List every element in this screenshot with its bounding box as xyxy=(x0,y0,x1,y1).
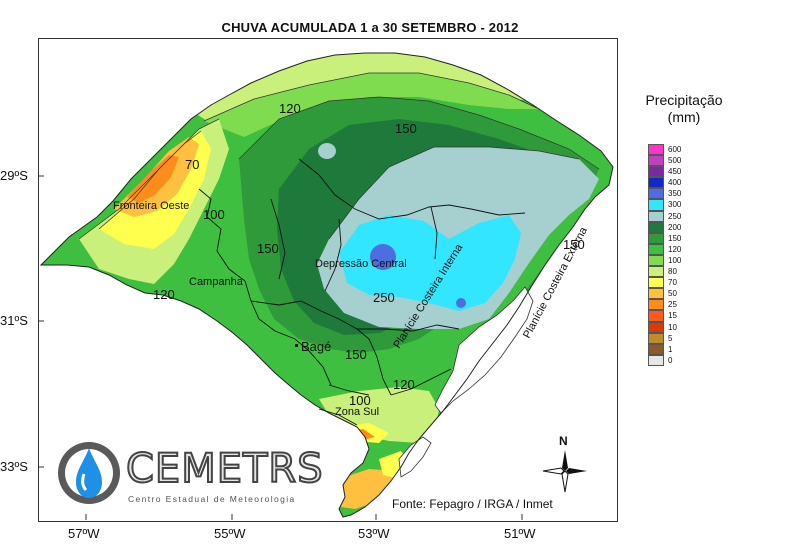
region-boundaries xyxy=(198,158,526,426)
region-label-zona-sul: Zona Sul xyxy=(335,406,379,418)
contour-label: 100 xyxy=(349,393,371,408)
legend-label: 80 xyxy=(668,267,677,277)
compass-icon xyxy=(542,450,587,493)
legend-swatch xyxy=(648,144,664,156)
north-label: N xyxy=(559,434,568,448)
region-label-fronteira-oeste: Fronteira Oeste xyxy=(113,200,189,212)
contour-label: 120 xyxy=(153,287,175,302)
legend-swatch xyxy=(648,210,664,222)
lon-label: 53ºW xyxy=(358,526,390,541)
cemetrs-logo: CEMETRS Centro Estadual de Meteorologia xyxy=(56,440,324,508)
data-source: Fonte: Fepagro / IRGA / Inmet xyxy=(392,497,553,511)
logo-subtitle: Centro Estadual de Meteorologia xyxy=(128,494,296,504)
legend-label: 50 xyxy=(668,289,677,299)
map-frame: 120 150 70 100 150 120 250 150 150 120 1… xyxy=(38,38,618,522)
legend-label: 25 xyxy=(668,300,677,310)
legend-swatch xyxy=(648,310,664,322)
legend-label: 150 xyxy=(668,233,682,243)
legend-swatch xyxy=(648,343,664,355)
legend-swatch xyxy=(648,188,664,200)
legend-swatch xyxy=(648,299,664,311)
legend-label: 350 xyxy=(668,189,682,199)
legend-label: 120 xyxy=(668,244,682,254)
legend-swatch xyxy=(648,288,664,300)
contour-label: 150 xyxy=(257,241,279,256)
legend-swatch xyxy=(648,199,664,211)
legend-label: 100 xyxy=(668,255,682,265)
legend-label: 400 xyxy=(668,178,682,188)
legend-label: 15 xyxy=(668,311,677,321)
contour-label: 150 xyxy=(563,237,585,252)
contour-label: 120 xyxy=(393,377,415,392)
legend-swatch xyxy=(648,155,664,167)
legend-swatch xyxy=(648,254,664,267)
logo-name: CEMETRS xyxy=(125,445,324,493)
region-label-campanha: Campanha xyxy=(189,276,244,288)
legend-swatch xyxy=(648,321,664,333)
lat-label: 29ºS xyxy=(0,168,28,183)
contour-label: 70 xyxy=(185,157,199,172)
legend-label: 70 xyxy=(668,278,677,288)
legend-title-line2: (mm) xyxy=(667,109,701,125)
precipitation-map: 120 150 70 100 150 120 250 150 150 120 1… xyxy=(39,52,614,518)
legend-label: 5 xyxy=(668,333,673,343)
contour-label: 150 xyxy=(345,347,367,362)
legend-label: 1 xyxy=(668,344,673,354)
legend-swatch xyxy=(648,277,664,289)
lat-label: 33ºS xyxy=(0,459,28,474)
lagoon-south xyxy=(398,436,432,478)
contour-label: 120 xyxy=(279,101,301,116)
lon-label: 51ºW xyxy=(504,526,536,541)
contour-label: 100 xyxy=(203,207,225,222)
legend-label: 300 xyxy=(668,200,682,210)
city-label-bage: Bagé xyxy=(301,339,331,354)
legend-swatch xyxy=(648,354,664,366)
legend-label: 600 xyxy=(668,145,682,154)
contour-label: 250 xyxy=(373,290,395,305)
legend-label: 450 xyxy=(668,167,682,177)
legend-swatch xyxy=(648,243,664,255)
north-arrow: N xyxy=(540,434,590,494)
lat-label: 31ºS xyxy=(0,313,28,328)
legend-swatch xyxy=(648,332,664,344)
state-outline xyxy=(39,52,614,518)
legend-label: 500 xyxy=(668,156,682,166)
lagoon xyxy=(434,286,534,414)
legend-swatch xyxy=(648,177,664,189)
contour-label: 150 xyxy=(395,121,417,136)
lon-label: 55ºW xyxy=(214,526,246,541)
legend-swatch xyxy=(648,221,664,233)
contour-lines xyxy=(78,72,600,240)
legend-title: Precipitação (mm) xyxy=(628,92,740,126)
legend-label: 10 xyxy=(668,322,677,332)
raindrop-logo-icon xyxy=(58,442,120,504)
legend-title-line1: Precipitação xyxy=(645,92,723,108)
lon-label: 57ºW xyxy=(68,526,100,541)
region-label-depressao-central: Depressão Central xyxy=(315,258,407,270)
legend-label: 0 xyxy=(668,355,673,365)
legend-swatch xyxy=(648,166,664,178)
map-title: CHUVA ACUMULADA 1 a 30 SETEMBRO - 2012 xyxy=(221,20,519,35)
legend-swatch xyxy=(648,266,664,278)
legend-label: 250 xyxy=(668,211,682,221)
contour-value-labels: 120 150 70 100 150 120 250 150 150 120 1… xyxy=(153,101,585,408)
city-marker xyxy=(295,344,298,347)
legend-swatch xyxy=(648,232,664,244)
legend-label: 200 xyxy=(668,222,682,232)
